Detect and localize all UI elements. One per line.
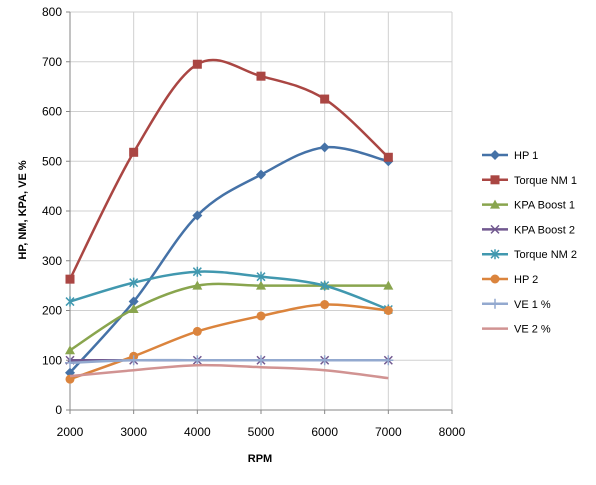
legend-label: KPA Boost 1 [514,200,575,212]
series-group [65,58,394,384]
legend-marker [490,298,500,309]
legend-marker [490,199,500,209]
x-tick-label: 2000 [57,425,84,439]
data-point [65,345,75,355]
series-line [69,270,389,311]
y-axis-title: HP, NM, KPA, VE % [17,160,29,259]
y-tick-label: 300 [42,254,62,268]
x-tick-label: 8000 [439,425,466,439]
y-tick-label: 400 [42,204,62,218]
data-point [65,296,75,307]
data-point [319,142,330,153]
legend-marker [490,274,500,284]
data-point [129,277,139,288]
x-axis-title: RPM [248,453,272,465]
series-line [69,358,389,364]
series-line [69,282,389,352]
data-point [65,357,75,368]
axes [66,11,453,414]
legend-label: KPA Boost 2 [514,224,575,236]
legend-marker [490,175,500,185]
legend-label: VE 2 % [514,324,551,336]
tick-labels: 0 100 200 300 400 500 600 700 800 2000 3000 4000 500… [42,5,466,439]
data-point [256,355,266,366]
x-tick-label: 7000 [375,425,402,439]
data-point [129,147,139,157]
legend-label: VE 1 % [514,299,551,311]
data-point [65,274,75,284]
data-point [128,304,139,314]
legend-marker [490,150,500,160]
data-point [192,355,203,366]
series-line [68,58,390,280]
legend-label: Torque NM 2 [514,249,577,261]
series-line [69,303,389,381]
legend-label: Torque NM 1 [514,175,577,187]
data-point [383,152,393,162]
y-tick-label: 600 [42,105,62,119]
data-point [383,355,394,366]
data-point [192,266,202,277]
data-point [256,169,266,180]
legend: HP 1 Torque NM 1 KPA Boost 1 KPA Boost 2 Tor… [482,150,577,336]
y-tick-label: 100 [42,353,62,367]
data-point [256,280,266,290]
data-point [383,280,394,290]
x-tick-label: 5000 [248,425,275,439]
y-tick-label: 700 [42,55,62,69]
data-point [128,296,139,307]
data-point [256,271,266,282]
legend-label: HP 1 [514,150,538,162]
data-point [128,355,139,366]
y-tick-label: 500 [42,154,62,168]
legend-marker [490,249,500,260]
legend-label: HP 2 [514,274,538,286]
data-point [256,311,266,321]
data-point [319,355,330,366]
data-point [383,306,393,315]
y-tick-label: 200 [42,304,62,318]
y-tick-label: 800 [42,5,62,19]
legend-marker [490,224,500,234]
data-point [320,280,330,291]
x-tick-label: 6000 [311,425,338,439]
data-point [192,280,203,290]
data-point [320,300,330,310]
x-tick-label: 4000 [184,425,211,439]
x-tick-label: 3000 [120,425,147,439]
data-point [192,59,202,69]
data-point [192,326,202,336]
data-point [320,94,330,104]
series-line [69,363,389,380]
data-point [192,210,203,221]
data-point [256,71,266,81]
y-tick-label: 0 [55,403,62,417]
